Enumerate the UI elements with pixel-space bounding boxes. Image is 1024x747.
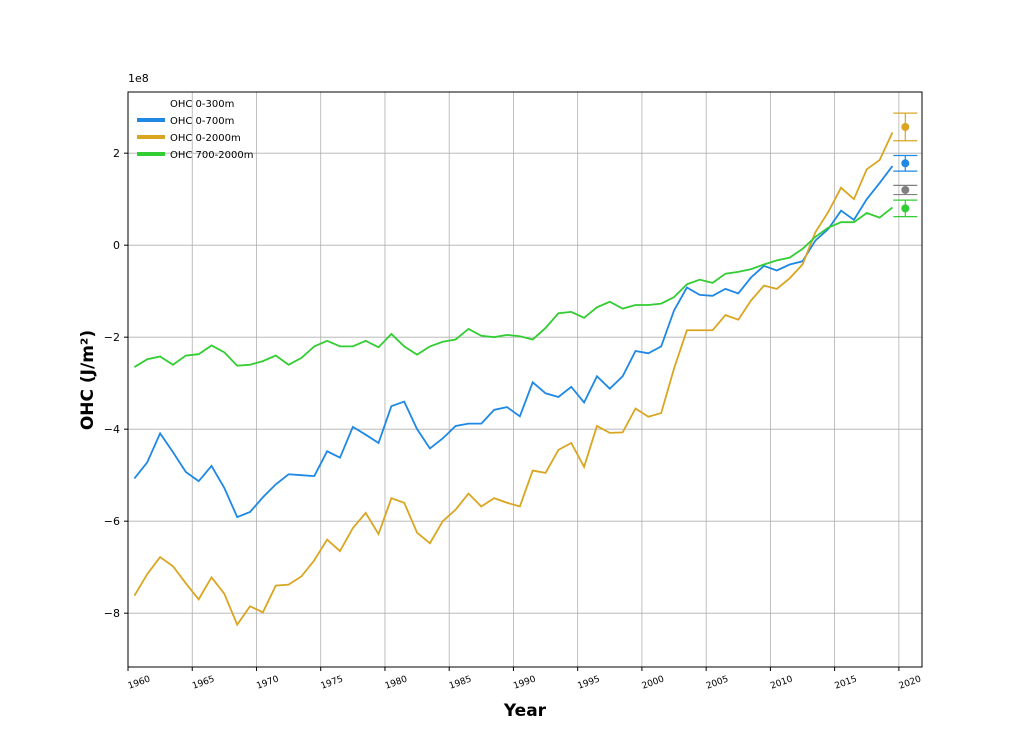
point-marker — [901, 204, 910, 213]
x-tick-label: 2000 — [641, 674, 666, 691]
x-tick-label: 1970 — [255, 674, 280, 691]
x-tick-label: 1975 — [320, 675, 345, 692]
x-tick-label: 1965 — [191, 675, 216, 692]
y-tick-label: −6 — [104, 515, 120, 528]
series-line — [133, 165, 894, 519]
y-tick-label: 0 — [113, 239, 120, 252]
x-tick-label: 2020 — [898, 674, 923, 691]
legend-label: OHC 0-2000m — [170, 133, 241, 144]
legend-label: OHC 700-2000m — [170, 150, 253, 161]
legend-label: OHC 0-300m — [170, 99, 234, 110]
series-line — [133, 132, 894, 627]
y-axis-label: OHC (J/m²) — [78, 330, 98, 430]
x-tick-label: 1980 — [384, 674, 409, 691]
x-tick-label: 2005 — [705, 675, 730, 692]
x-tick-label: 2015 — [833, 675, 858, 692]
point-marker — [901, 185, 910, 194]
y-offset-label: 1e8 — [128, 72, 149, 85]
x-tick-label: 2010 — [769, 674, 794, 691]
x-tick-label: 1985 — [448, 675, 473, 692]
y-tick-label: −2 — [104, 331, 120, 344]
legend-label: OHC 0-700m — [170, 116, 234, 127]
series-line — [133, 206, 894, 368]
x-tick-label: 1960 — [127, 674, 152, 691]
plot-frame — [127, 91, 923, 668]
y-tick-label: −8 — [104, 607, 120, 620]
x-tick-label: 1995 — [577, 675, 602, 692]
point-marker — [901, 159, 910, 168]
point-marker — [901, 122, 910, 131]
y-tick-label: −4 — [104, 423, 120, 436]
x-axis-label: Year — [503, 701, 547, 721]
x-tick-label: 1990 — [512, 674, 537, 691]
y-tick-label: 2 — [113, 147, 120, 160]
